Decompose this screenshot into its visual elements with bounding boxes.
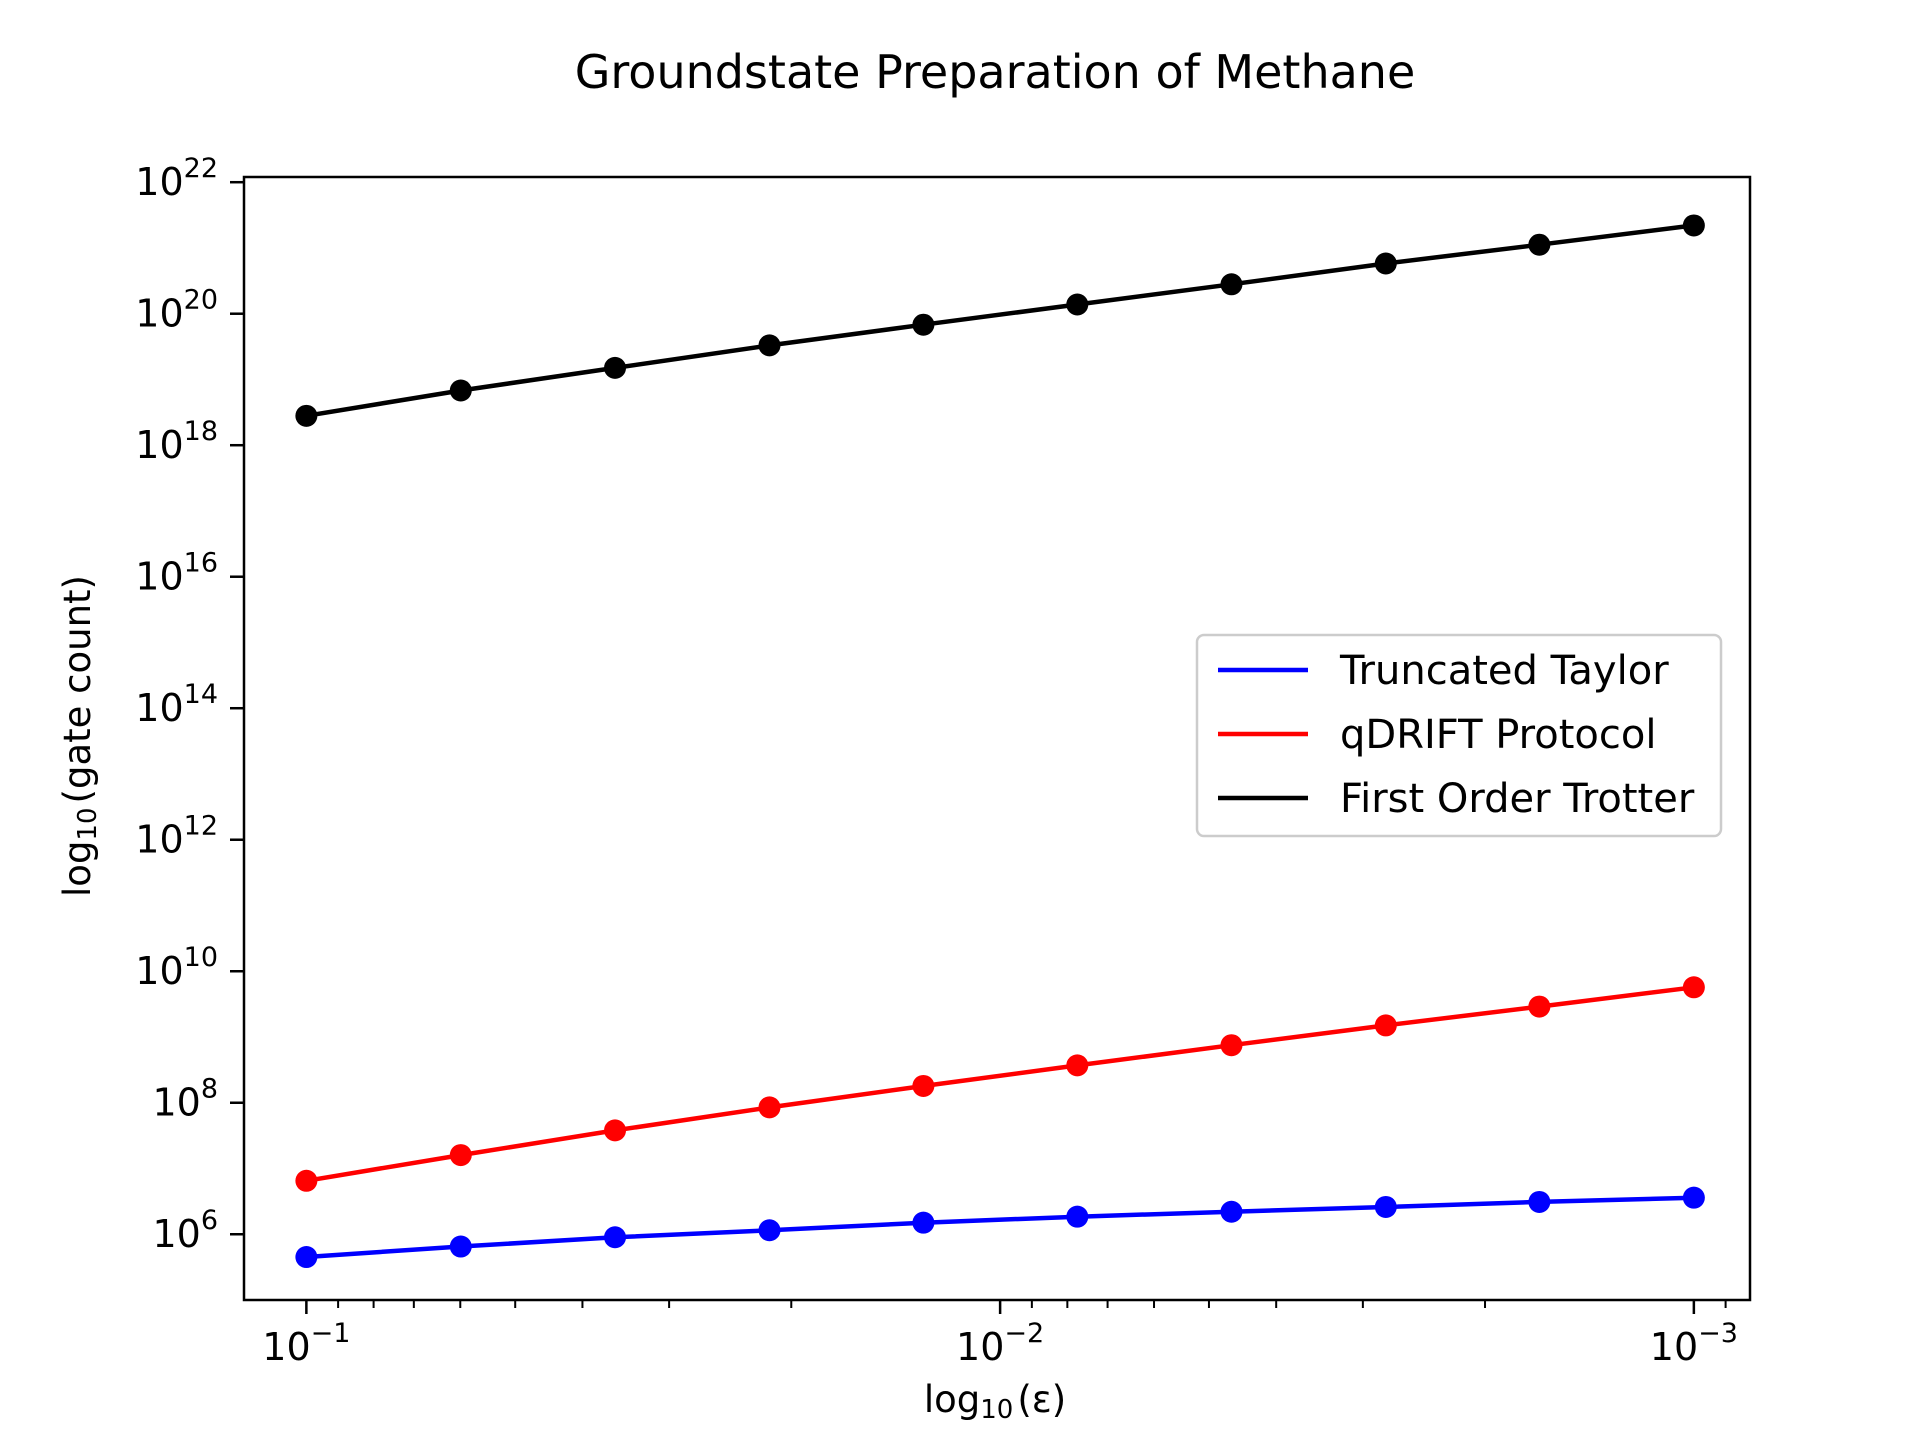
y-tick-label: 1016 [135, 548, 218, 599]
data-point-first-order-trotter [1528, 233, 1551, 256]
x-axis-label-subscript: 10 [980, 1395, 1013, 1425]
y-tick-label-base: 10 [152, 1081, 200, 1125]
y-tick-label-exponent: 16 [184, 548, 218, 579]
y-tick-label: 106 [152, 1205, 218, 1256]
x-tick-label-base: 10 [262, 1325, 310, 1369]
y-tick-label: 108 [152, 1074, 218, 1125]
data-point-truncated-taylor [1682, 1186, 1705, 1209]
data-point-first-order-trotter [1682, 214, 1705, 237]
data-point-first-order-trotter [1374, 252, 1397, 275]
series-line-truncated-taylor [306, 1195, 1694, 1260]
data-point-first-order-trotter [912, 313, 935, 336]
minor-tick-group [337, 1300, 1727, 1308]
legend-label-first-order-trotter: First Order Trotter [1340, 776, 1695, 822]
data-point-truncated-taylor [295, 1246, 318, 1269]
series-line-first-order-trotter [306, 223, 1695, 419]
data-point-qdrift-protocol [1066, 1054, 1089, 1077]
y-axis-label-argument: (gate count) [56, 575, 99, 803]
data-point-qdrift-protocol [604, 1119, 627, 1142]
data-point-truncated-taylor [1374, 1195, 1397, 1218]
y-tick-label: 1010 [135, 942, 218, 993]
y-tick-label-base: 10 [135, 160, 183, 204]
data-point-qdrift-protocol [1682, 976, 1705, 999]
data-point-truncated-taylor [604, 1226, 627, 1249]
x-tick-label-exponent: −3 [1698, 1318, 1738, 1349]
x-tick-label-base: 10 [956, 1325, 1004, 1369]
data-point-first-order-trotter [1220, 273, 1243, 296]
y-tick-label-base: 10 [152, 1212, 200, 1256]
legend: Truncated Taylor qDRIFT Protocol First Ord… [1195, 633, 1723, 838]
data-point-first-order-trotter [758, 334, 781, 357]
y-tick-label: 1020 [135, 285, 218, 336]
y-tick-label-exponent: 22 [184, 153, 218, 184]
data-point-qdrift-protocol [1528, 995, 1551, 1018]
y-tick-label-exponent: 12 [184, 811, 218, 842]
y-tick-label-base: 10 [135, 423, 183, 467]
chart-title: Groundstate Preparation of Methane [575, 45, 1416, 99]
x-tick-label-base: 10 [1650, 1325, 1698, 1369]
data-point-qdrift-protocol [912, 1074, 935, 1097]
data-point-truncated-taylor [1220, 1200, 1243, 1223]
y-tick-label-exponent: 10 [184, 942, 218, 973]
y-axis-label-log: log [56, 841, 99, 897]
series-layer [295, 214, 1705, 1269]
y-axis-label: log10 (gate count) [56, 575, 103, 897]
series-line-qdrift-protocol [306, 985, 1695, 1184]
data-point-qdrift-protocol [295, 1169, 318, 1192]
y-tick-label: 1022 [135, 153, 218, 204]
y-tick-label-exponent: 14 [184, 679, 218, 710]
y-tick-label: 1012 [135, 811, 218, 862]
plot-frame [242, 175, 1752, 1302]
legend-label-qdrift-protocol: qDRIFT Protocol [1340, 712, 1656, 758]
legend-box [1195, 633, 1723, 838]
data-point-qdrift-protocol [758, 1096, 781, 1119]
x-tick-label: 10−1 [262, 1318, 350, 1369]
x-axis-label-argument: (ε) [1017, 1378, 1066, 1421]
y-tick-label-base: 10 [135, 292, 183, 336]
data-point-first-order-trotter [295, 404, 318, 427]
data-point-truncated-taylor [1528, 1190, 1551, 1213]
data-point-truncated-taylor [1066, 1205, 1089, 1228]
x-tick-label: 10−3 [1650, 1318, 1738, 1369]
y-tick-label-exponent: 6 [201, 1205, 218, 1236]
y-tick-label-base: 10 [135, 818, 183, 862]
y-tick-label-exponent: 8 [201, 1074, 218, 1105]
data-point-truncated-taylor [912, 1211, 935, 1234]
y-tick-label-exponent: 18 [184, 416, 218, 447]
y-tick-label: 1014 [135, 679, 218, 730]
y-tick-label-base: 10 [135, 555, 183, 599]
x-tick-label-exponent: −2 [1004, 1318, 1044, 1349]
x-tick-label-exponent: −1 [311, 1318, 351, 1349]
data-point-truncated-taylor [449, 1235, 472, 1258]
data-point-qdrift-protocol [1374, 1014, 1397, 1037]
y-tick-label-base: 10 [135, 686, 183, 730]
x-axis-label-log: log [924, 1378, 980, 1421]
major-tick-group [230, 180, 1696, 1314]
x-tick-label: 10−2 [956, 1318, 1044, 1369]
data-point-first-order-trotter [1066, 293, 1089, 316]
data-point-truncated-taylor [758, 1219, 781, 1242]
data-point-qdrift-protocol [1220, 1034, 1243, 1057]
y-tick-label-base: 10 [135, 949, 183, 993]
x-axis-label: log10 (ε) [924, 1378, 1066, 1425]
legend-label-truncated-taylor: Truncated Taylor [1339, 648, 1669, 694]
y-tick-label-exponent: 20 [184, 285, 218, 316]
data-point-first-order-trotter [604, 356, 627, 379]
y-tick-label: 1018 [135, 416, 218, 467]
data-point-qdrift-protocol [449, 1144, 472, 1167]
data-point-first-order-trotter [449, 379, 472, 402]
y-axis-label-subscript: 10 [73, 807, 103, 840]
